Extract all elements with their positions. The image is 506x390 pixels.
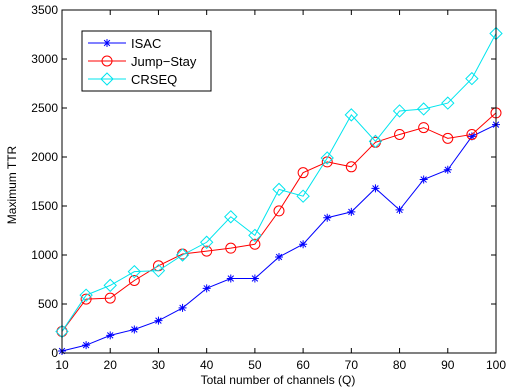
data-point-crseq xyxy=(224,210,238,224)
y-tick-label: 2000 xyxy=(31,150,58,164)
data-point-jump-stay xyxy=(249,238,261,250)
y-tick-label: 0 xyxy=(51,346,58,360)
data-point-crseq xyxy=(416,102,431,116)
data-point-isac xyxy=(130,325,139,334)
data-point-isac xyxy=(323,213,332,222)
x-tick-label: 10 xyxy=(55,358,69,372)
data-point-crseq xyxy=(392,104,407,118)
data-point-crseq xyxy=(103,278,117,293)
data-point-isac xyxy=(250,274,259,283)
data-point-jump-stay xyxy=(442,132,454,144)
y-tick-label: 2500 xyxy=(31,101,58,115)
x-tick-label: 100 xyxy=(486,358,506,372)
data-point-crseq xyxy=(441,96,455,110)
series-line-crseq xyxy=(61,33,497,332)
legend-label-crseq: CRSEQ xyxy=(131,72,177,87)
data-point-jump-stay xyxy=(466,128,478,140)
data-point-isac xyxy=(347,207,356,216)
data-point-crseq xyxy=(79,288,93,302)
x-tick-label: 80 xyxy=(393,358,407,372)
data-point-crseq xyxy=(368,134,383,149)
legend-marker-crseq xyxy=(100,72,114,86)
data-point-crseq xyxy=(465,71,479,86)
data-point-isac xyxy=(443,165,452,174)
data-point-isac xyxy=(275,252,283,261)
axes: 10 20 30 40 50 60 70 80 90 1000500100015002000250… xyxy=(31,3,506,372)
data-point-jump-stay xyxy=(273,205,285,217)
series-line-jump-stay xyxy=(61,112,497,332)
data-point-isac xyxy=(371,184,380,193)
data-point-crseq xyxy=(199,235,214,249)
chart-marks xyxy=(55,26,503,356)
data-point-jump-stay xyxy=(297,167,309,179)
data-point-isac xyxy=(178,303,187,312)
data-point-jump-stay xyxy=(225,242,237,254)
data-point-jump-stay xyxy=(345,161,357,173)
data-point-crseq xyxy=(344,108,359,122)
x-tick-label: 20 xyxy=(104,358,118,372)
data-point-crseq xyxy=(151,263,166,278)
data-point-isac xyxy=(419,175,428,184)
data-point-jump-stay xyxy=(201,245,213,257)
legend-marker-jump-stay xyxy=(101,55,113,67)
x-tick-label: 40 xyxy=(200,358,214,372)
data-point-isac xyxy=(106,331,115,340)
legend-label-isac: ISAC xyxy=(131,36,161,51)
y-tick-label: 500 xyxy=(38,297,58,311)
data-point-crseq xyxy=(320,151,334,165)
data-point-isac xyxy=(467,132,476,141)
data-point-isac xyxy=(299,240,308,249)
y-tick-label: 1000 xyxy=(31,248,58,262)
data-point-isac xyxy=(395,205,404,214)
axes-box xyxy=(61,9,497,354)
data-point-isac xyxy=(82,341,91,350)
data-point-isac xyxy=(202,284,211,293)
x-axis-label: Total number of channels (Q) xyxy=(201,373,356,387)
data-point-crseq xyxy=(175,248,190,262)
x-tick-label: 70 xyxy=(345,358,359,372)
legend-label-jump-stay: Jump−Stay xyxy=(131,54,197,69)
data-point-jump-stay xyxy=(418,122,430,134)
data-point-jump-stay xyxy=(104,292,116,304)
data-point-crseq xyxy=(248,228,262,243)
data-point-jump-stay xyxy=(128,274,140,286)
data-point-crseq xyxy=(272,182,286,197)
legend-marker-isac xyxy=(103,39,111,47)
x-tick-label: 60 xyxy=(296,358,310,372)
x-tick-label: 90 xyxy=(441,358,455,372)
x-tick-label: 50 xyxy=(248,358,262,372)
y-tick-label: 3000 xyxy=(31,52,58,66)
y-axis-label: Maximum TTR xyxy=(5,145,19,224)
legend: ISAC Jump−Stay CRSEQ xyxy=(81,30,212,92)
data-point-jump-stay xyxy=(321,156,333,168)
data-point-jump-stay xyxy=(394,128,406,140)
y-tick-label: 1500 xyxy=(31,199,58,213)
data-point-isac xyxy=(226,274,235,283)
data-point-jump-stay xyxy=(80,293,92,305)
data-point-crseq xyxy=(296,189,310,203)
y-tick-label: 3500 xyxy=(31,3,58,17)
data-point-crseq xyxy=(127,264,142,279)
x-tick-label: 30 xyxy=(152,358,166,372)
data-point-isac xyxy=(154,316,163,325)
